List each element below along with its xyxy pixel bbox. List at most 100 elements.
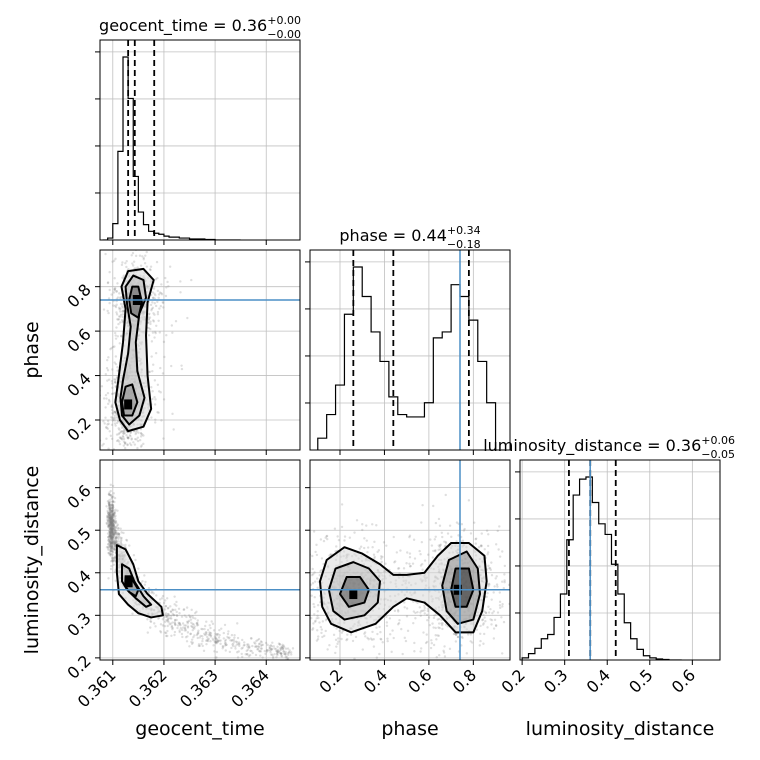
sample-point	[145, 250, 148, 254]
sample-point	[487, 582, 491, 586]
sample-point	[194, 242, 196, 244]
sample-point	[259, 654, 262, 657]
sample-point	[109, 509, 112, 512]
sample-point	[110, 522, 113, 525]
sample-point	[105, 366, 109, 370]
sample-point	[107, 538, 111, 541]
sample-point	[110, 526, 113, 529]
sample-point	[181, 622, 185, 625]
sample-point	[238, 644, 241, 648]
sample-point	[441, 627, 444, 631]
sample-point	[117, 526, 120, 530]
sample-point	[199, 634, 202, 638]
sample-point	[212, 644, 215, 647]
sample-point	[108, 270, 111, 274]
sample-point	[112, 514, 116, 517]
sample-point	[109, 535, 113, 538]
sample-point	[205, 642, 208, 646]
sample-point	[358, 547, 361, 550]
sample-point	[144, 580, 147, 584]
sample-point	[109, 517, 112, 520]
sample-point	[401, 652, 404, 656]
sample-point	[412, 610, 416, 613]
sample-point	[113, 277, 116, 280]
sample-point	[112, 540, 115, 544]
sample-point	[110, 527, 114, 531]
sample-point	[113, 220, 115, 222]
sample-point	[180, 364, 183, 367]
sample-point	[169, 614, 173, 618]
sample-point	[116, 296, 120, 299]
sample-point	[163, 624, 167, 628]
sample-point	[324, 629, 327, 633]
sample-point	[111, 524, 114, 527]
sample-point	[236, 641, 239, 644]
sample-point	[143, 262, 147, 265]
sample-point	[436, 618, 439, 621]
sample-point	[110, 527, 114, 530]
sample-point	[285, 621, 287, 623]
sample-point	[486, 544, 490, 548]
sample-point	[274, 647, 278, 651]
sample-point	[258, 649, 261, 653]
sample-point	[206, 639, 209, 642]
sample-point	[335, 627, 338, 630]
sample-point	[110, 559, 114, 562]
sample-point	[111, 556, 114, 560]
sample-point	[110, 511, 114, 514]
sample-point	[119, 537, 123, 540]
sample-point	[215, 633, 219, 636]
sample-point	[403, 601, 406, 604]
sample-point	[109, 535, 112, 538]
sample-point	[111, 530, 114, 533]
sample-point	[250, 546, 252, 548]
sample-point	[113, 511, 116, 515]
sample-point	[110, 529, 114, 532]
sample-point	[109, 542, 112, 546]
sample-point	[511, 609, 513, 611]
sample-point	[147, 326, 150, 330]
sample-point	[314, 550, 317, 554]
sample-point	[408, 562, 411, 565]
sample-point	[223, 623, 227, 627]
sample-point	[305, 644, 307, 646]
sample-point	[446, 532, 450, 535]
sample-point	[315, 617, 318, 620]
sample-point	[63, 372, 65, 374]
sample-point	[122, 309, 125, 312]
sample-point	[170, 617, 173, 620]
sample-point	[133, 443, 137, 446]
sample-point	[457, 534, 460, 537]
sample-point	[435, 638, 438, 641]
sample-point	[106, 518, 109, 521]
sample-point	[164, 613, 167, 617]
sample-point	[421, 609, 424, 613]
sample-point	[108, 535, 112, 538]
sample-point	[111, 512, 114, 516]
sample-point	[483, 616, 486, 619]
sample-point	[215, 656, 218, 659]
sample-point	[236, 622, 239, 625]
sample-point	[338, 629, 341, 633]
sample-point	[310, 616, 313, 620]
sample-point	[562, 609, 564, 611]
sample-point	[114, 257, 117, 261]
sample-point	[157, 296, 160, 300]
sample-point	[392, 636, 395, 640]
sample-point	[215, 637, 218, 641]
sample-point	[108, 528, 112, 531]
sample-point	[313, 596, 316, 599]
sample-point	[223, 639, 227, 643]
sample-point	[275, 656, 278, 659]
sample-point	[311, 627, 315, 630]
sample-point	[426, 607, 430, 610]
sample-point	[131, 264, 135, 267]
sample-point	[106, 514, 110, 517]
sample-point	[171, 608, 174, 611]
x-axis-label-luminosity_distance: luminosity_distance	[526, 718, 715, 740]
sample-point	[113, 525, 116, 529]
sample-point	[112, 556, 116, 560]
sample-point	[488, 567, 491, 570]
sample-point	[171, 331, 174, 334]
sample-point	[110, 525, 113, 528]
